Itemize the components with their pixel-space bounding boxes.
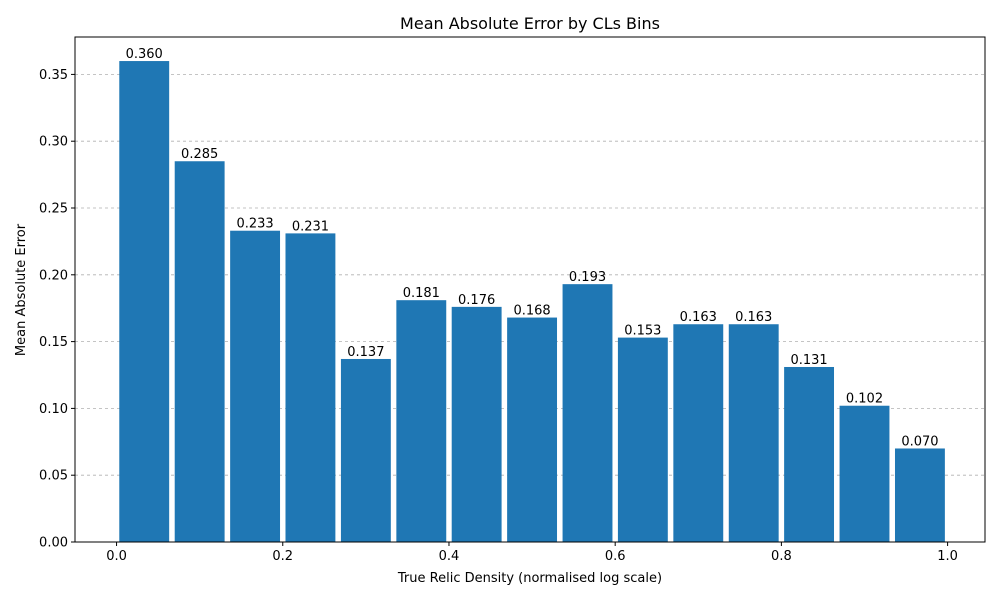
bar-value-label: 0.163	[735, 310, 772, 325]
y-tick-label: 0.10	[39, 402, 68, 417]
y-tick-label: 0.20	[39, 268, 68, 283]
x-tick-label: 0.4	[439, 549, 460, 564]
x-tick-label: 0.6	[605, 549, 626, 564]
x-tick-label: 0.8	[771, 549, 792, 564]
bar-value-label: 0.153	[624, 324, 661, 339]
bar-value-label: 0.131	[790, 353, 827, 368]
bar	[728, 324, 779, 542]
bar	[784, 366, 835, 542]
bars	[119, 61, 945, 543]
bar-value-label: 0.231	[292, 219, 329, 234]
y-tick-label: 0.00	[39, 536, 68, 551]
bar	[673, 324, 724, 542]
x-axis-label: True Relic Density (normalised log scale…	[397, 571, 662, 586]
plot-area-frame	[74, 36, 986, 543]
bar	[617, 337, 668, 542]
x-tick-label: 1.0	[937, 549, 958, 564]
bar-value-label: 0.168	[513, 304, 550, 319]
y-tick-label: 0.25	[39, 202, 68, 217]
bar-value-label: 0.360	[126, 47, 163, 62]
bar-value-label: 0.176	[458, 293, 495, 308]
x-axis-ticks: 0.0 0.2 0.4 0.6 0.8 1.0	[106, 542, 958, 564]
bar-value-label: 0.181	[403, 286, 440, 301]
bar-value-label: 0.163	[680, 310, 717, 325]
bar-value-label: 0.193	[569, 270, 606, 285]
chart-title: Mean Absolute Error by CLs Bins	[400, 14, 660, 33]
bar	[839, 405, 890, 542]
bar-value-labels: 0.360 0.285 0.233 0.231 0.137 0.181 0.176 0.168…	[126, 47, 939, 449]
bar	[507, 317, 558, 542]
y-tick-label: 0.05	[39, 469, 68, 484]
y-tick-label: 0.35	[39, 68, 68, 83]
bar	[119, 61, 170, 543]
bar-value-label: 0.137	[347, 345, 384, 360]
bar	[396, 300, 447, 542]
bar	[451, 306, 502, 542]
bar	[894, 448, 945, 542]
y-tick-label: 0.15	[39, 335, 68, 350]
bar	[285, 233, 336, 542]
bar	[562, 284, 613, 542]
x-tick-label: 0.0	[106, 549, 127, 564]
y-axis-ticks: 0.00 0.05 0.10 0.15 0.20 0.25 0.30 0.35	[39, 68, 75, 551]
bar-value-label: 0.070	[901, 434, 938, 449]
bar-value-label: 0.102	[846, 392, 883, 407]
bar-value-label: 0.233	[236, 217, 273, 232]
y-axis-label: Mean Absolute Error	[14, 223, 29, 356]
y-tick-label: 0.30	[39, 135, 68, 150]
bar-value-label: 0.285	[181, 147, 218, 162]
x-tick-label: 0.2	[272, 549, 293, 564]
bar	[174, 161, 225, 542]
bar	[340, 358, 391, 542]
bar	[230, 230, 281, 543]
